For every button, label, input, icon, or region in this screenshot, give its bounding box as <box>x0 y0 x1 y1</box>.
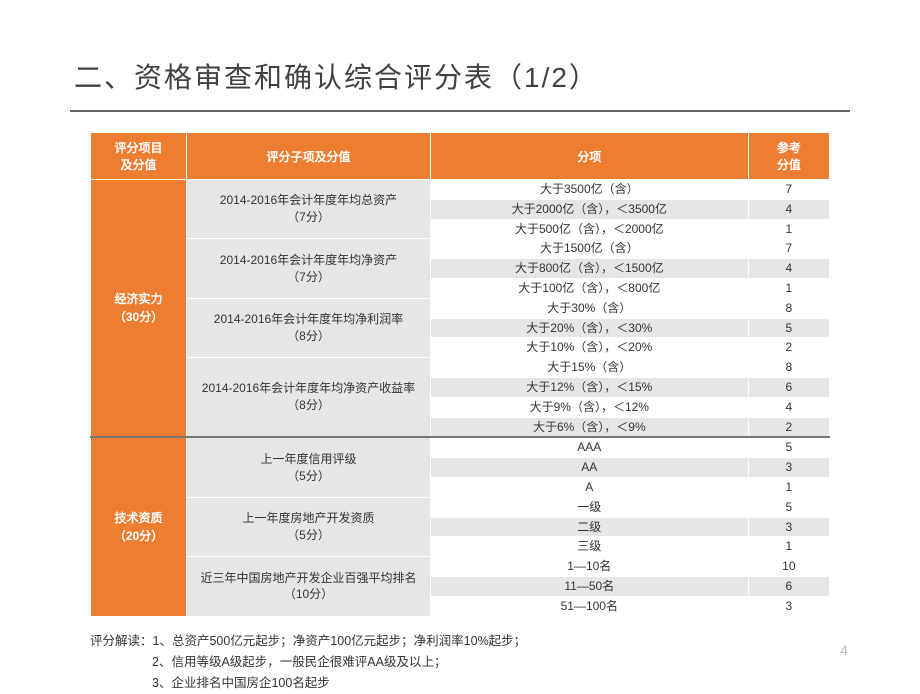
score-cell: 8 <box>748 358 829 378</box>
subitem-cell: 上一年度信用评级 （5分） <box>187 437 431 497</box>
criteria-cell: AAA <box>430 437 748 457</box>
criteria-cell: 51—100名 <box>430 596 748 616</box>
page-title: 二、资格审查和确认综合评分表（1/2） <box>74 56 920 96</box>
score-cell: 7 <box>748 239 829 259</box>
score-cell: 4 <box>748 259 829 279</box>
criteria-cell: 大于1500亿（含） <box>430 239 748 259</box>
subitem-cell: 2014-2016年会计年度年均净资产收益率 （8分） <box>187 358 431 438</box>
col-score: 参考 分值 <box>748 133 829 180</box>
table-row: 技术资质 （20分）上一年度信用评级 （5分）AAA5 <box>91 437 830 457</box>
score-cell: 2 <box>748 417 829 437</box>
footer-line-3: 3、企业排名中国房企100名起步 <box>90 673 920 694</box>
score-cell: 7 <box>748 180 829 200</box>
criteria-cell: 大于10%（含），＜20% <box>430 338 748 358</box>
criteria-cell: 大于15%（含） <box>430 358 748 378</box>
criteria-cell: 大于3500亿（含） <box>430 180 748 200</box>
table-row: 2014-2016年会计年度年均净资产收益率 （8分）大于15%（含）8 <box>91 358 830 378</box>
criteria-cell: 一级 <box>430 497 748 517</box>
subitem-cell: 2014-2016年会计年度年均净资产 （7分） <box>187 239 431 298</box>
score-cell: 6 <box>748 576 829 596</box>
score-cell: 4 <box>748 397 829 417</box>
footer-line-1: 评分解读：1、总资产500亿元起步；净资产100亿元起步；净利润率10%起步； <box>90 631 920 652</box>
score-cell: 1 <box>748 477 829 497</box>
score-cell: 2 <box>748 338 829 358</box>
score-cell: 10 <box>748 557 829 577</box>
footer-notes: 评分解读：1、总资产500亿元起步；净资产100亿元起步；净利润率10%起步； … <box>90 631 920 694</box>
score-cell: 5 <box>748 318 829 338</box>
col-subitem: 评分子项及分值 <box>187 133 431 180</box>
score-cell: 1 <box>748 537 829 557</box>
criteria-cell: 大于20%（含），＜30% <box>430 318 748 338</box>
subitem-cell: 2014-2016年会计年度年均净利润率 （8分） <box>187 298 431 357</box>
footer-line-2: 2、信用等级A级起步，一般民企很难评AA级及以上； <box>90 652 920 673</box>
criteria-cell: 大于100亿（含），＜800亿 <box>430 278 748 298</box>
table-row: 2014-2016年会计年度年均净资产 （7分）大于1500亿（含）7 <box>91 239 830 259</box>
score-cell: 3 <box>748 517 829 537</box>
criteria-cell: 大于6%（含），＜9% <box>430 417 748 437</box>
subitem-cell: 近三年中国房地产开发企业百强平均排名 （10分） <box>187 557 431 616</box>
criteria-cell: 1—10名 <box>430 557 748 577</box>
score-cell: 5 <box>748 497 829 517</box>
score-cell: 1 <box>748 278 829 298</box>
table-row: 近三年中国房地产开发企业百强平均排名 （10分）1—10名10 <box>91 557 830 577</box>
subitem-cell: 2014-2016年会计年度年均总资产 （7分） <box>187 180 431 239</box>
score-cell: 1 <box>748 219 829 239</box>
title-underline <box>70 110 850 112</box>
score-cell: 4 <box>748 199 829 219</box>
criteria-cell: 大于30%（含） <box>430 298 748 318</box>
score-cell: 3 <box>748 458 829 478</box>
scoring-table: 评分项目 及分值 评分子项及分值 分项 参考 分值 经济实力 （30分）2014… <box>90 132 830 617</box>
category-cell: 技术资质 （20分） <box>91 437 187 616</box>
col-criteria: 分项 <box>430 133 748 180</box>
col-category: 评分项目 及分值 <box>91 133 187 180</box>
score-cell: 6 <box>748 377 829 397</box>
criteria-cell: 大于2000亿（含），＜3500亿 <box>430 199 748 219</box>
criteria-cell: 大于12%（含），＜15% <box>430 377 748 397</box>
criteria-cell: 三级 <box>430 537 748 557</box>
score-cell: 5 <box>748 437 829 457</box>
subitem-cell: 上一年度房地产开发资质 （5分） <box>187 497 431 556</box>
criteria-cell: 大于9%（含），＜12% <box>430 397 748 417</box>
table-row: 上一年度房地产开发资质 （5分）一级5 <box>91 497 830 517</box>
score-cell: 8 <box>748 298 829 318</box>
criteria-cell: A <box>430 477 748 497</box>
criteria-cell: AA <box>430 458 748 478</box>
table-row: 经济实力 （30分）2014-2016年会计年度年均总资产 （7分）大于3500… <box>91 180 830 200</box>
criteria-cell: 11—50名 <box>430 576 748 596</box>
criteria-cell: 大于800亿（含），＜1500亿 <box>430 259 748 279</box>
criteria-cell: 大于500亿（含），＜2000亿 <box>430 219 748 239</box>
score-cell: 3 <box>748 596 829 616</box>
page-number: 4 <box>840 642 848 658</box>
table-row: 2014-2016年会计年度年均净利润率 （8分）大于30%（含）8 <box>91 298 830 318</box>
category-cell: 经济实力 （30分） <box>91 180 187 438</box>
criteria-cell: 二级 <box>430 517 748 537</box>
